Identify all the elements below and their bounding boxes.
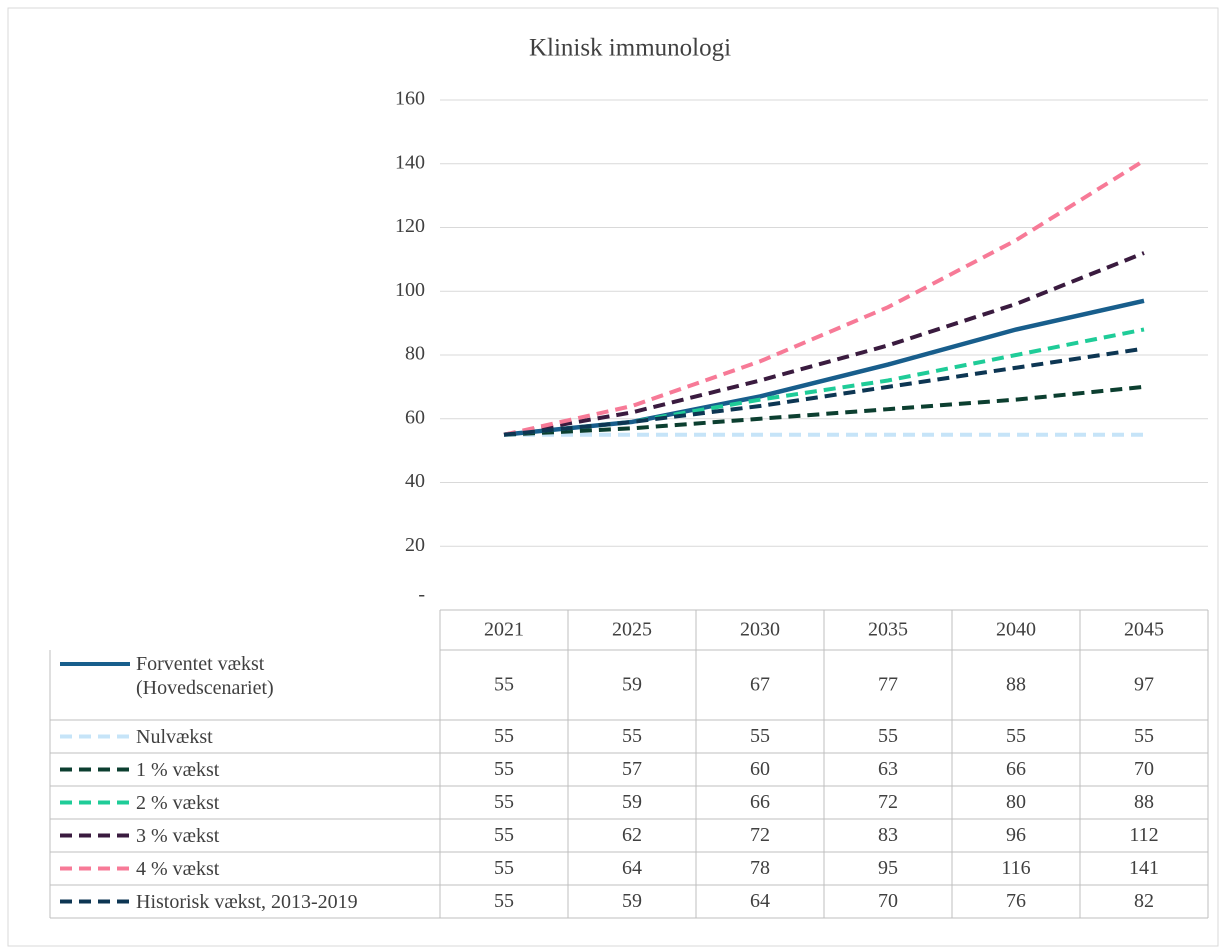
y-tick-label: 160 [395, 88, 425, 110]
table-value: 63 [878, 758, 898, 780]
table-value: 88 [1006, 674, 1026, 696]
legend-label-box: 2 % vækst [136, 791, 220, 814]
table-value: 78 [750, 857, 770, 879]
table-value: 59 [622, 890, 642, 912]
table-value: 55 [878, 725, 898, 747]
legend-label: Nulvækst [136, 725, 213, 748]
x-tick-label: 2045 [1124, 619, 1164, 641]
frame [7, 7, 1219, 947]
legend-label-box: 4 % vækst [136, 857, 220, 880]
table-value: 80 [1006, 791, 1026, 813]
y-tick-label: 20 [405, 534, 425, 556]
table-value: 57 [622, 758, 642, 780]
table-value: 62 [622, 824, 642, 846]
x-tick-label: 2021 [484, 619, 524, 641]
y-tick-label: 60 [405, 406, 425, 428]
y-tick-label: 40 [405, 470, 425, 492]
series-line [503, 158, 1146, 437]
series-line [503, 346, 1145, 437]
table-value: 82 [1134, 890, 1154, 912]
table-value: 55 [494, 824, 514, 846]
y-tick-label: 100 [395, 279, 425, 301]
table-value: 64 [750, 890, 770, 912]
legend-label: 2 % vækst [136, 791, 220, 814]
legend-label-box: Forventet vækst (Hovedscenariet) [136, 653, 274, 699]
table-value: 55 [750, 725, 770, 747]
table-value: 141 [1129, 857, 1159, 879]
legend-label: Forventet vækst (Hovedscenariet) [136, 653, 274, 699]
legend-label: 1 % vækst [136, 758, 220, 781]
table-value: 55 [1134, 725, 1154, 747]
table-value: 55 [494, 857, 514, 879]
y-tick-label: 80 [405, 343, 425, 365]
table-value: 55 [494, 674, 514, 696]
series-line [503, 251, 1145, 437]
table-value: 83 [878, 824, 898, 846]
x-tick-label: 2025 [612, 619, 652, 641]
y-tick-label: 120 [395, 215, 425, 237]
series-line [503, 384, 1145, 437]
legend-label: 4 % vækst [136, 857, 220, 880]
table-value: 55 [1006, 725, 1026, 747]
x-tick-label: 2030 [740, 619, 780, 641]
table-value: 96 [1006, 824, 1026, 846]
table-value: 64 [622, 857, 642, 879]
chart-title: Klinisk immunologi [529, 35, 731, 62]
table-value: 55 [494, 758, 514, 780]
legend-label-box: Historisk vækst, 2013-2019 [136, 890, 358, 913]
table-value: 55 [494, 890, 514, 912]
table-value: 97 [1134, 674, 1154, 696]
series-line [503, 298, 1145, 437]
table-value: 70 [1134, 758, 1154, 780]
table-value: 76 [1006, 890, 1026, 912]
table-value: 112 [1129, 824, 1158, 846]
table-value: 60 [750, 758, 770, 780]
table-value: 70 [878, 890, 898, 912]
table-value: 59 [622, 674, 642, 696]
table-value: 72 [750, 824, 770, 846]
table-value: 88 [1134, 791, 1154, 813]
table-value: 95 [878, 857, 898, 879]
legend-label-box: 3 % vækst [136, 824, 220, 847]
series-line [503, 327, 1145, 437]
table-value: 66 [750, 791, 770, 813]
legend-label: 3 % vækst [136, 824, 220, 847]
x-tick-label: 2040 [996, 619, 1036, 641]
table-value: 77 [878, 674, 898, 696]
y-tick-label: - [418, 584, 425, 606]
legend-label: Historisk vækst, 2013-2019 [136, 890, 358, 913]
table-value: 67 [750, 674, 770, 696]
table-value: 116 [1001, 857, 1030, 879]
y-tick-label: 140 [395, 151, 425, 173]
legend-label-box: Nulvækst [136, 725, 213, 748]
table-value: 55 [494, 791, 514, 813]
table-value: 66 [1006, 758, 1026, 780]
table-value: 55 [494, 725, 514, 747]
legend-label-box: 1 % vækst [136, 758, 220, 781]
table-value: 72 [878, 791, 898, 813]
table-value: 59 [622, 791, 642, 813]
x-tick-label: 2035 [868, 619, 908, 641]
table-value: 55 [622, 725, 642, 747]
